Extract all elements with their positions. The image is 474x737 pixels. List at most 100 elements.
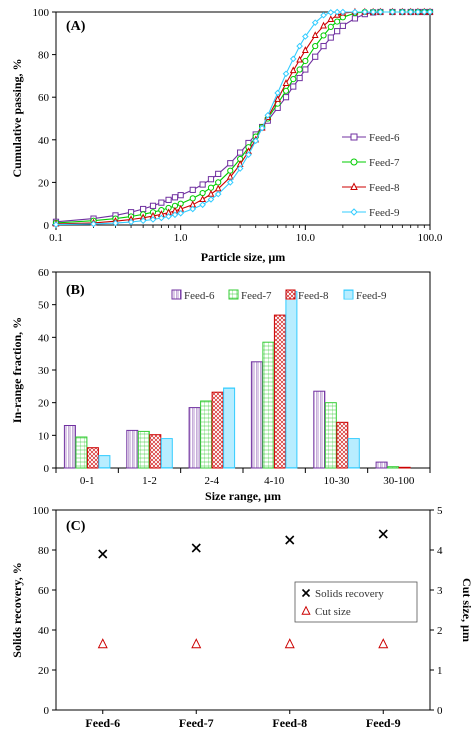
data-point — [296, 42, 303, 50]
data-point — [284, 638, 295, 649]
panel-b-y-tick-label: 60 — [38, 267, 50, 279]
bar — [375, 461, 388, 469]
panel-c-category-label: Feed-9 — [366, 716, 401, 730]
panel-b-category-label: 1-2 — [142, 475, 157, 487]
legend-item-feed-9: Feed-9 — [342, 207, 400, 219]
data-point — [311, 31, 319, 39]
data-point — [252, 137, 260, 145]
panel-b-y-tick-label: 20 — [38, 398, 50, 410]
data-point — [90, 220, 97, 228]
data-point — [301, 46, 309, 53]
legend-label: Solids recovery — [315, 588, 384, 600]
panel-a-y-tick-label: 60 — [38, 92, 50, 104]
legend-item-feed-6: Feed-6 — [342, 132, 400, 144]
bar — [75, 436, 88, 469]
data-point — [158, 199, 165, 206]
data-point — [296, 66, 303, 73]
data-point — [127, 218, 135, 226]
bar — [160, 438, 173, 469]
data-point — [227, 160, 234, 167]
data-point — [361, 8, 369, 16]
data-point — [139, 217, 147, 225]
data-point — [334, 18, 341, 25]
data-point — [189, 195, 196, 202]
panel-c-y-tick-label: 80 — [38, 545, 50, 557]
bar — [200, 400, 213, 469]
panel-a-x-tick-label: 10.0 — [296, 232, 316, 244]
panel-a-series — [52, 7, 434, 228]
legend-box — [294, 581, 418, 623]
data-point — [351, 15, 359, 22]
series-line — [55, 11, 430, 226]
data-point — [189, 186, 196, 193]
legend-label: Feed-8 — [369, 182, 400, 194]
panel-b-category-label: 0-1 — [80, 475, 95, 487]
legend-label: Feed-9 — [356, 290, 387, 302]
bar-series-feed-9 — [98, 291, 360, 469]
data-point — [199, 189, 206, 197]
bar — [223, 387, 236, 469]
panel-b-y-tick-label: 50 — [38, 300, 50, 312]
panel-b-category-label: 2-4 — [204, 475, 219, 487]
panel-c-y-axis-title: Solids recovery, % — [10, 562, 24, 657]
panel-b-ticks: 0 10 20 30 40 50 60 0-1 1-2 2-4 4-10 10-30 30-100 — [38, 267, 431, 487]
data-point — [296, 55, 304, 63]
bar — [347, 438, 360, 469]
panel-b-y-tick-label: 10 — [38, 430, 50, 442]
data-point — [282, 70, 290, 78]
panel-c-label: (C) — [66, 519, 86, 534]
bar — [273, 314, 286, 469]
data-point — [189, 205, 197, 213]
panel-b-label: (B) — [66, 283, 85, 298]
bar — [86, 447, 99, 469]
data-point — [289, 66, 297, 74]
data-point — [199, 181, 206, 188]
panel-b-y-tick-label: 0 — [44, 463, 50, 475]
data-point — [312, 42, 319, 50]
panel-a-y-tick-label: 100 — [33, 7, 50, 19]
data-point — [237, 149, 244, 156]
bar — [98, 455, 111, 469]
data-point — [351, 8, 359, 16]
panel-a-x-tick-label: 100.0 — [418, 232, 443, 244]
series-cut-size — [97, 638, 389, 649]
data-point — [285, 535, 295, 545]
panel-a-plot-area — [55, 11, 431, 226]
panel-a-x-tick-label: 0.1 — [49, 232, 63, 244]
data-point — [290, 83, 297, 90]
data-point — [320, 21, 327, 29]
panel-c-y2-tick-label: 4 — [437, 545, 443, 557]
legend-swatch — [228, 289, 239, 300]
data-point — [245, 151, 252, 159]
bar — [336, 421, 349, 469]
data-point — [112, 219, 119, 227]
bar — [149, 434, 162, 469]
data-point — [215, 170, 222, 177]
panel-a-y-tick-label: 80 — [38, 50, 50, 62]
legend-label: Feed-6 — [184, 290, 215, 302]
legend-marker — [350, 208, 358, 216]
bar — [398, 466, 411, 469]
data-point — [320, 32, 327, 39]
series-solids-recovery — [98, 529, 388, 559]
data-point — [282, 94, 290, 101]
panel-a-x-tick-label: 1.0 — [174, 232, 188, 244]
data-point — [302, 66, 309, 73]
legend-marker — [350, 182, 358, 190]
data-point — [320, 11, 327, 19]
data-point — [339, 8, 347, 16]
series-feed-9 — [52, 8, 434, 228]
data-point — [311, 19, 319, 26]
data-point — [98, 549, 108, 559]
panel-c-category-label: Feed-8 — [272, 716, 307, 730]
legend-marker — [350, 158, 358, 166]
panel-c-category-label: Feed-6 — [85, 716, 120, 730]
data-point — [282, 87, 290, 94]
data-point — [312, 53, 319, 60]
data-point — [171, 194, 179, 201]
legend-swatch — [343, 289, 354, 300]
panel-b-y-tick-label: 30 — [38, 365, 50, 377]
data-point — [158, 214, 165, 222]
legend-item-feed-9: Feed-9 — [343, 289, 387, 302]
